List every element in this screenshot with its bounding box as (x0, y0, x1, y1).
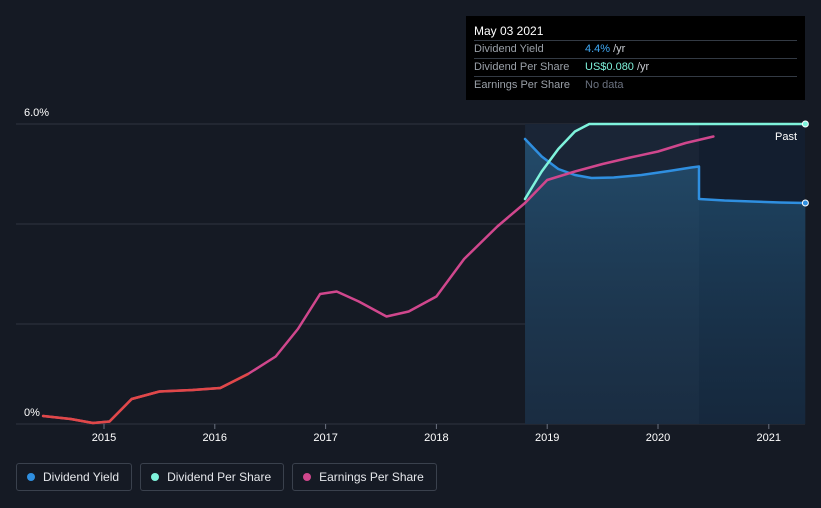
legend-dot-icon (27, 473, 35, 481)
tooltip-row-dividend-yield: Dividend Yield 4.4%/yr (474, 40, 797, 58)
tooltip-name: Dividend Yield (474, 43, 544, 55)
legend-dot-icon (303, 473, 312, 481)
tooltip: May 03 2021 Dividend Yield 4.4%/yr Divid… (466, 16, 805, 100)
legend-item-dividend-yield[interactable]: Dividend Yield (16, 463, 133, 491)
x-tick-label: 2018 (424, 432, 448, 444)
y-label-max: 6.0% (24, 107, 49, 119)
x-tick-label: 2016 (203, 432, 227, 444)
x-tick-label: 2019 (535, 432, 559, 444)
series-endpoints (801, 120, 809, 207)
x-tick-label: 2021 (757, 432, 781, 444)
x-tick-label: 2015 (92, 432, 116, 444)
tooltip-row-earnings-per-share: Earnings Per Share No data (474, 76, 797, 94)
x-axis-ticks: 2015 2016 2017 2018 2019 2020 2021 (92, 424, 781, 444)
earnings-per-share-decline-segment (41, 372, 250, 425)
tooltip-name: Earnings Per Share (474, 79, 570, 91)
legend-dot-icon (151, 473, 160, 481)
dividend-per-share-endpoint (801, 120, 809, 128)
legend: Dividend Yield Dividend Per Share Earnin… (16, 463, 437, 491)
legend-label: Earnings Per Share (319, 470, 424, 484)
series-lines (41, 122, 807, 425)
legend-label: Dividend Yield (43, 470, 120, 484)
tooltip-unit: /yr (636, 61, 650, 73)
tooltip-row-dividend-per-share: Dividend Per Share US$0.080/yr (474, 58, 797, 76)
legend-item-earnings-per-share[interactable]: Earnings Per Share (292, 463, 437, 491)
dividend-yield-area (525, 139, 806, 424)
tooltip-value: 4.4% (585, 43, 611, 55)
tooltip-date: May 03 2021 (474, 24, 544, 38)
x-tick-label: 2017 (313, 432, 337, 444)
tooltip-value: US$0.080 (585, 61, 634, 73)
tooltip-name: Dividend Per Share (474, 61, 570, 73)
tooltip-unit: /yr (613, 43, 626, 55)
tooltip-value: No data (585, 79, 624, 91)
dividend-yield-endpoint (801, 199, 809, 207)
x-tick-label: 2020 (646, 432, 670, 444)
dividend-yield-line (523, 137, 807, 205)
past-label: Past (775, 131, 797, 143)
legend-item-dividend-per-share[interactable]: Dividend Per Share (140, 463, 285, 491)
dividend-per-share-line (523, 122, 807, 201)
legend-label: Dividend Per Share (167, 470, 272, 484)
y-label-min: 0% (24, 407, 40, 419)
